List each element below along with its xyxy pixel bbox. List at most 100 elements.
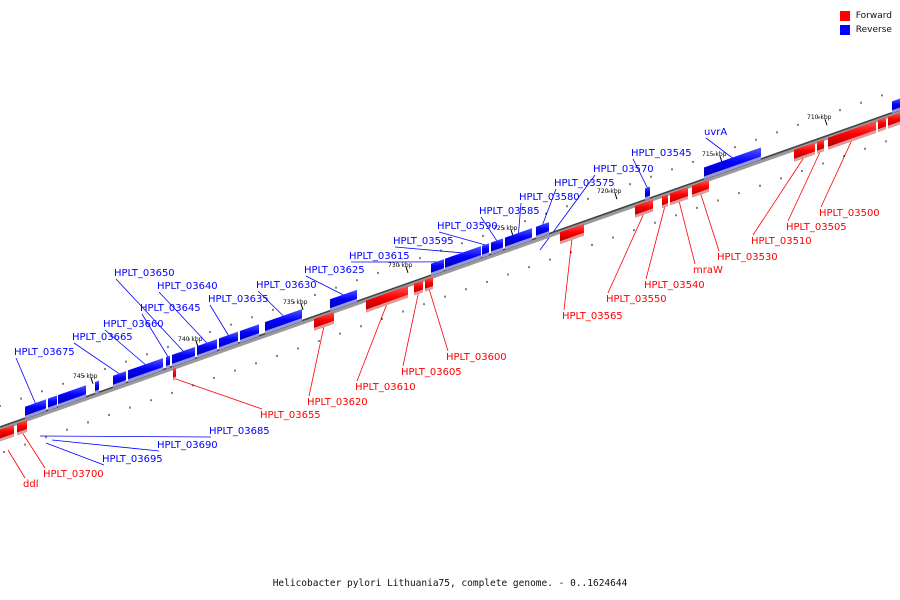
- gene-hplt_03545: [645, 186, 650, 201]
- gene-ddl-leader: [7, 449, 26, 479]
- gene-hplt_03590: [482, 243, 489, 258]
- gene-uvra-leader: [705, 137, 733, 159]
- gene-hplt_03585-label: HPLT_03585: [479, 206, 540, 217]
- scale-tick-label: 740 kbp: [178, 336, 203, 343]
- gene-hplt_03650-shadow: [172, 355, 195, 367]
- gene-hplt_03600-body: [425, 276, 433, 289]
- legend-item-forward: Forward: [839, 9, 892, 23]
- gene-fwd-16-shadow: [888, 121, 900, 129]
- scale-tick: [90, 377, 94, 384]
- gene-hplt_03660: [128, 358, 163, 383]
- gene-hplt_03650: [172, 346, 195, 367]
- scale-tick-label: 730 kbp: [388, 262, 413, 269]
- gene-hplt_03635-leader: [209, 304, 229, 336]
- gene-hplt_03685-label: HPLT_03685: [209, 426, 270, 437]
- reverse-swatch: [839, 25, 850, 35]
- gene-uvra-body: [704, 147, 761, 177]
- forward-swatch: [839, 11, 850, 21]
- gene-hplt_03645-leader: [141, 313, 169, 358]
- gene-hplt_03600-shadow: [425, 285, 433, 292]
- leader-lines: [7, 137, 853, 479]
- gene-uvra: [704, 147, 761, 180]
- gene-hplt_03540-body: [662, 194, 668, 206]
- gene-rev-1: [48, 395, 57, 411]
- gene-hplt_03625-leader: [305, 275, 344, 296]
- gene-hplt_03685-leader: [39, 435, 212, 438]
- gene-hplt_03635-body: [219, 331, 238, 348]
- scale-tick: [719, 156, 723, 163]
- gene-hplt_03700-body: [17, 419, 27, 433]
- scale-tick-label: 745 kbp: [73, 373, 98, 380]
- genome-caption: Helicobacter pylori Lithuania75, complet…: [272, 578, 628, 589]
- gene-hplt_03545-leader: [632, 158, 648, 189]
- gene-hplt_03665-shadow: [113, 380, 126, 388]
- gene-mraw-leader: [678, 200, 696, 265]
- gene-rev-2-shadow: [58, 394, 86, 408]
- gene-hplt_03610-leader: [356, 303, 388, 382]
- gene-rev-2-body: [58, 385, 86, 405]
- gene-hplt_03645-label: HPLT_03645: [140, 303, 201, 314]
- gene-hplt_03580-label: HPLT_03580: [519, 192, 580, 203]
- gene-hplt_03580-leader: [518, 202, 522, 234]
- gene-hplt_03640-shadow: [197, 348, 217, 359]
- gene-hplt_03640-label: HPLT_03640: [157, 281, 218, 292]
- gene-hplt_03605-label: HPLT_03605: [401, 367, 462, 378]
- gene-hplt_03550: [635, 199, 653, 218]
- gene-hplt_03700-shadow: [17, 428, 27, 436]
- gene-hplt_03675-label: HPLT_03675: [14, 347, 75, 358]
- gene-hplt_03540-leader: [645, 205, 666, 280]
- gene-hplt_03640-leader: [158, 291, 208, 344]
- gene-hplt_03545-label: HPLT_03545: [631, 148, 692, 159]
- gene-hplt_03650-leader: [115, 278, 184, 352]
- gene-mraw-label: mraW: [693, 265, 723, 276]
- gene-rev-10: [240, 324, 259, 343]
- gene-hplt_03665-leader: [73, 342, 120, 375]
- gene-hplt_03585-shadow: [491, 247, 503, 255]
- gene-hplt_03510: [794, 142, 815, 162]
- gene-hplt_03620: [314, 311, 334, 331]
- gene-rev-3-body: [95, 380, 99, 392]
- gene-hplt_03575-leader: [542, 188, 557, 226]
- gene-hplt_03540: [662, 194, 668, 209]
- gene-hplt_03510-shadow: [794, 151, 815, 162]
- legend: Forward Reverse: [839, 9, 892, 37]
- gene-hplt_03630-shadow: [265, 318, 302, 335]
- gene-hplt_03580-shadow: [505, 237, 532, 250]
- gene-rev-21-shadow: [892, 107, 900, 114]
- gene-hplt_03615-body: [431, 259, 444, 273]
- gene-hplt_03575-body: [536, 222, 549, 236]
- gene-hplt_03655-label: HPLT_03655: [260, 410, 321, 421]
- gene-hplt_03660-label: HPLT_03660: [103, 319, 164, 330]
- gene-hplt_03575-shadow: [536, 231, 549, 239]
- scale-tick: [195, 340, 199, 347]
- gene-hplt_03610-body: [366, 285, 408, 310]
- gene-hplt_03675-shadow: [25, 408, 46, 419]
- gene-hplt_03590-label: HPLT_03590: [437, 221, 498, 232]
- gene-hplt_03530-shadow: [692, 188, 709, 198]
- gene-hplt_03630-leader: [257, 290, 284, 317]
- gene-hplt_03695-label: HPLT_03695: [102, 454, 163, 465]
- gene-hplt_03655: [173, 367, 176, 381]
- legend-item-reverse: Reverse: [839, 23, 892, 37]
- gene-hplt_03565-body: [560, 223, 584, 242]
- gene-hplt_03595-body: [445, 246, 481, 268]
- gene-hplt_03700-leader: [21, 432, 46, 469]
- gene-rev-21-body: [892, 98, 900, 111]
- gene-hplt_03605: [414, 280, 423, 296]
- gene-hplt_03620-body: [314, 311, 334, 328]
- gene-hplt_03510-body: [794, 142, 815, 159]
- gene-hplt_03660-leader: [104, 329, 146, 366]
- gene-hplt_03510-label: HPLT_03510: [751, 236, 812, 247]
- gene-hplt_03570-label: HPLT_03570: [593, 164, 654, 175]
- gene-rev-21: [892, 98, 900, 114]
- gene-hplt_03585: [491, 238, 503, 255]
- gene-hplt_03550-label: HPLT_03550: [606, 294, 667, 305]
- gene-hplt_03635: [219, 331, 238, 351]
- gene-hplt_03565-shadow: [560, 232, 584, 245]
- gene-hplt_03660-shadow: [128, 367, 163, 383]
- gene-hplt_03690-leader: [51, 439, 160, 452]
- gene-hplt_03645-body: [166, 355, 170, 367]
- gene-uvra-shadow: [704, 156, 761, 180]
- gene-mraw-body: [670, 187, 688, 203]
